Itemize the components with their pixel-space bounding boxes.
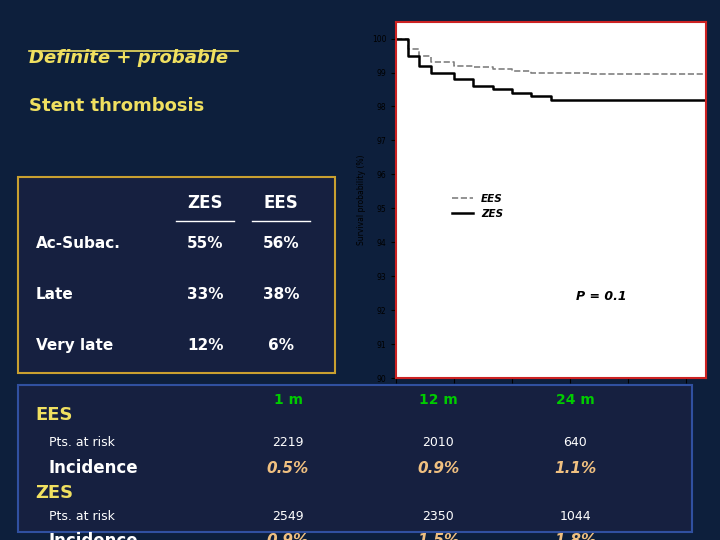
Text: 1.5%: 1.5% bbox=[418, 534, 459, 540]
Text: Stent thrombosis: Stent thrombosis bbox=[29, 97, 204, 115]
FancyBboxPatch shape bbox=[18, 178, 335, 373]
Text: 2010: 2010 bbox=[423, 436, 454, 449]
FancyBboxPatch shape bbox=[18, 386, 691, 531]
Text: 0.9%: 0.9% bbox=[267, 534, 309, 540]
Text: 1044: 1044 bbox=[559, 510, 591, 523]
Text: 2350: 2350 bbox=[423, 510, 454, 523]
Text: 640: 640 bbox=[564, 436, 587, 449]
Text: 56%: 56% bbox=[263, 236, 299, 251]
Text: 38%: 38% bbox=[263, 287, 299, 302]
Text: Very late: Very late bbox=[36, 338, 113, 353]
Text: 55%: 55% bbox=[187, 236, 223, 251]
Text: 12%: 12% bbox=[187, 338, 223, 353]
Text: 2549: 2549 bbox=[272, 510, 304, 523]
Text: Incidence: Incidence bbox=[49, 532, 138, 540]
Text: P = 0.1: P = 0.1 bbox=[575, 289, 626, 302]
Text: Pts. at risk: Pts. at risk bbox=[49, 510, 114, 523]
X-axis label: Time: Time bbox=[541, 402, 561, 411]
Y-axis label: Survival probability (%): Survival probability (%) bbox=[357, 154, 366, 245]
Text: EES: EES bbox=[35, 406, 73, 423]
Text: ZES: ZES bbox=[187, 194, 223, 212]
Text: 1 m: 1 m bbox=[274, 393, 302, 407]
Text: 1.8%: 1.8% bbox=[554, 534, 596, 540]
Text: 12 m: 12 m bbox=[419, 393, 458, 407]
Legend: EES, ZES: EES, ZES bbox=[448, 190, 508, 223]
Text: ZES: ZES bbox=[35, 484, 73, 502]
Text: 2219: 2219 bbox=[272, 436, 304, 449]
Text: EES: EES bbox=[264, 194, 298, 212]
Text: 0.5%: 0.5% bbox=[267, 461, 309, 476]
Text: 1.1%: 1.1% bbox=[554, 461, 596, 476]
Text: 6%: 6% bbox=[268, 338, 294, 353]
Text: 33%: 33% bbox=[187, 287, 223, 302]
Text: 24 m: 24 m bbox=[556, 393, 595, 407]
Text: Incidence: Incidence bbox=[49, 460, 138, 477]
Text: Definite + probable: Definite + probable bbox=[29, 49, 228, 66]
Text: Pts. at risk: Pts. at risk bbox=[49, 436, 114, 449]
Text: 0.9%: 0.9% bbox=[418, 461, 459, 476]
Text: Late: Late bbox=[36, 287, 73, 302]
Text: Ac-Subac.: Ac-Subac. bbox=[36, 236, 121, 251]
